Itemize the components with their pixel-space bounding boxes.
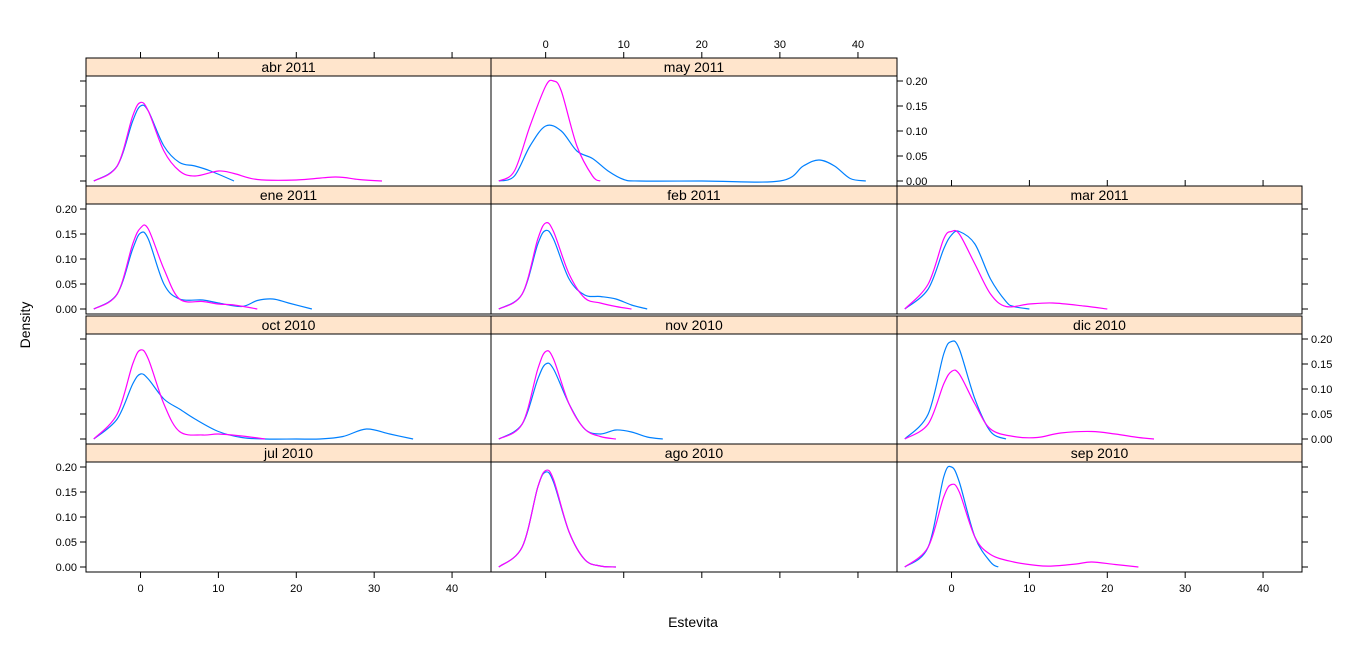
y-tick-label: 0.00	[906, 176, 927, 188]
density-line-blue	[93, 104, 235, 182]
density-line-magenta	[498, 222, 632, 310]
density-line-magenta	[904, 229, 1108, 310]
density-line-blue	[904, 340, 1007, 440]
x-tick-label: 40	[1257, 583, 1269, 595]
y-tick-label: 0.10	[906, 126, 927, 138]
density-line-blue	[498, 229, 648, 310]
y-tick-label: 0.20	[906, 76, 927, 88]
y-tick-label: 0.00	[56, 562, 77, 574]
strip-label: feb 2011	[667, 187, 721, 203]
panel-frame	[490, 75, 898, 187]
x-axis-title: Estevita	[668, 614, 718, 630]
density-line-blue	[904, 465, 999, 568]
y-tick-label: 0.20	[56, 462, 77, 474]
y-tick-label: 0.05	[56, 279, 77, 291]
panel-frame	[85, 75, 492, 187]
density-line-blue	[93, 231, 313, 310]
y-tick-label: 0.10	[56, 512, 77, 524]
strip-label: abr 2011	[261, 59, 315, 75]
x-tick-label: 30	[368, 583, 380, 595]
y-tick-label: 0.15	[56, 487, 77, 499]
panel-frame	[490, 333, 898, 445]
y-tick-label: 0.10	[1311, 384, 1332, 396]
y-tick-label: 0.05	[1311, 409, 1332, 421]
y-axis-title: Density	[17, 302, 33, 349]
x-tick-label: 20	[1101, 583, 1113, 595]
strip-label: may 2011	[664, 59, 725, 75]
x-tick-label: 0	[137, 583, 143, 595]
x-tick-label: 20	[290, 583, 302, 595]
density-line-blue	[498, 362, 663, 440]
x-tick-label: 0	[948, 583, 954, 595]
x-tick-label: 10	[212, 583, 224, 595]
y-tick-label: 0.00	[1311, 434, 1332, 446]
y-tick-label: 0.05	[56, 537, 77, 549]
y-tick-label: 0.00	[56, 304, 77, 316]
density-line-magenta	[93, 349, 266, 440]
y-tick-label: 0.20	[1311, 334, 1332, 346]
density-line-blue	[904, 230, 1030, 310]
x-tick-label: 40	[852, 39, 864, 51]
panel-frame	[896, 203, 1303, 315]
density-line-magenta	[904, 369, 1155, 440]
x-tick-label: 30	[1179, 583, 1191, 595]
panel-frame	[85, 203, 492, 315]
density-line-magenta	[93, 224, 258, 310]
x-tick-label: 30	[774, 39, 786, 51]
x-tick-label: 10	[1023, 583, 1035, 595]
density-line-blue	[93, 373, 414, 440]
strip-label: mar 2011	[1070, 187, 1128, 203]
panel-frame	[85, 333, 492, 445]
strip-label: oct 2010	[262, 317, 316, 333]
density-line-magenta	[498, 350, 616, 440]
strip-label: ene 2011	[260, 187, 318, 203]
density-line-magenta	[93, 101, 383, 182]
y-tick-label: 0.05	[906, 151, 927, 163]
density-line-magenta	[904, 483, 1139, 568]
panel-frame	[85, 461, 492, 573]
x-tick-label: 0	[543, 39, 549, 51]
panel-frame	[490, 203, 898, 315]
x-tick-label: 10	[618, 39, 630, 51]
density-line-magenta	[498, 79, 601, 182]
y-tick-label: 0.15	[1311, 359, 1332, 371]
density-line-magenta	[498, 469, 616, 568]
strip-label: jul 2010	[263, 445, 313, 461]
y-tick-label: 0.15	[56, 229, 77, 241]
x-tick-label: 20	[696, 39, 708, 51]
y-tick-label: 0.10	[56, 254, 77, 266]
y-tick-label: 0.20	[56, 204, 77, 216]
strip-label: sep 2010	[1071, 445, 1129, 461]
strip-label: dic 2010	[1073, 317, 1126, 333]
density-line-blue	[498, 124, 866, 183]
strip-label: nov 2010	[665, 317, 723, 333]
y-tick-label: 0.15	[906, 101, 927, 113]
density-line-blue	[498, 471, 616, 568]
x-tick-label: 40	[446, 583, 458, 595]
strip-label: ago 2010	[665, 445, 724, 461]
panel-frame	[896, 333, 1303, 445]
